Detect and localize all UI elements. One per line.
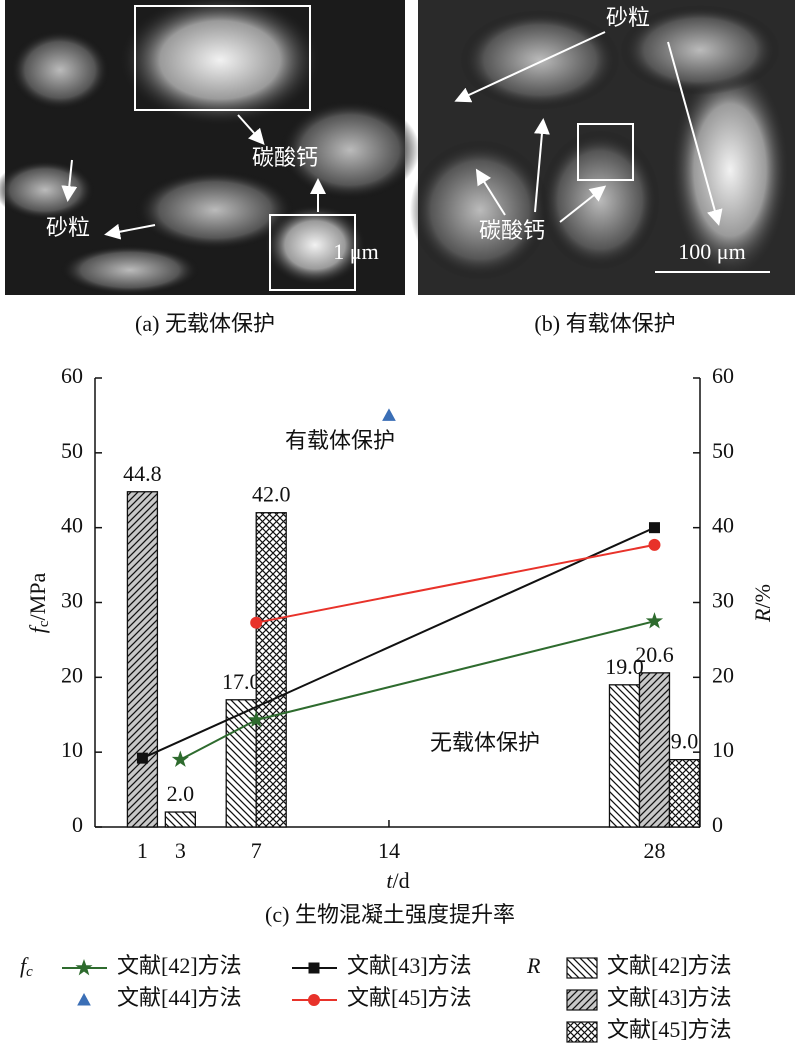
legend-swatch bbox=[566, 989, 598, 1011]
axis-symbol: t bbox=[386, 868, 393, 893]
y2-axis-label: R/% bbox=[750, 584, 775, 623]
y-tick-label: 0 bbox=[72, 812, 83, 837]
marker bbox=[247, 710, 265, 728]
bar bbox=[255, 512, 287, 828]
legend-label: 文献[45]方法 bbox=[347, 985, 472, 1010]
marker bbox=[382, 408, 396, 421]
legend-group-label: R bbox=[526, 953, 541, 978]
sem-image-b: 砂粒 碳酸钙 100 μm bbox=[410, 0, 795, 295]
legend-label: 文献[43]方法 bbox=[347, 953, 472, 978]
sem-image-a: 碳酸钙 砂粒 1 μm bbox=[0, 0, 420, 295]
bar bbox=[608, 684, 641, 828]
y2-tick-label: 40 bbox=[712, 513, 734, 538]
scale-bar-label: 100 μm bbox=[678, 239, 745, 264]
y2-tick-label: 10 bbox=[712, 737, 734, 762]
annotation: 无载体保护 bbox=[430, 730, 540, 755]
marker bbox=[171, 750, 189, 767]
image-label: 碳酸钙 bbox=[479, 218, 545, 243]
scale-bar-label: 1 μm bbox=[333, 239, 378, 264]
bar bbox=[638, 672, 671, 828]
bar bbox=[164, 811, 196, 828]
line bbox=[142, 526, 655, 760]
data-label: 9.0 bbox=[671, 729, 699, 754]
marker bbox=[77, 992, 91, 1006]
y-tick-label: 50 bbox=[61, 438, 83, 463]
y-tick-label: 40 bbox=[61, 513, 83, 538]
legend-swatch bbox=[566, 957, 598, 979]
chart-title: (c) 生物混凝土强度提升率 bbox=[265, 902, 515, 927]
x-tick-label: 1 bbox=[137, 838, 148, 863]
image-label: 砂粒 bbox=[606, 5, 650, 30]
plot: 0 10 20 30 40 50 60 0 10 20 30 40 50 60 1 3 7 14 28 44.8 2.0… bbox=[61, 363, 734, 1043]
y2-tick-label: 60 bbox=[712, 363, 734, 388]
legend-label: 文献[42]方法 bbox=[117, 953, 242, 978]
marker bbox=[648, 522, 660, 534]
marker bbox=[645, 612, 664, 629]
data-label: 19.0 bbox=[605, 654, 644, 679]
panel-caption: (b) 有载体保护 bbox=[534, 311, 675, 336]
legend-label: 文献[44]方法 bbox=[117, 985, 242, 1010]
axis-unit: /% bbox=[750, 584, 775, 608]
data-label: 2.0 bbox=[167, 781, 195, 806]
bar bbox=[668, 759, 701, 828]
y2-tick-label: 50 bbox=[712, 438, 734, 463]
y2-tick-label: 20 bbox=[712, 662, 734, 687]
legend-subscript: c bbox=[26, 964, 33, 980]
image-label: 碳酸钙 bbox=[252, 145, 318, 170]
legend-group-label: fc bbox=[20, 953, 33, 980]
x-tick-label: 14 bbox=[378, 838, 400, 863]
y2-tick-label: 30 bbox=[712, 588, 734, 613]
x-tick-label: 28 bbox=[643, 838, 665, 863]
data-label: 17.0 bbox=[222, 669, 261, 694]
y-axis-label: fc/MPa bbox=[25, 573, 52, 634]
data-label: 44.8 bbox=[123, 461, 162, 486]
data-label: 20.6 bbox=[635, 642, 674, 667]
legend-swatch bbox=[566, 1021, 598, 1043]
marker bbox=[308, 962, 320, 974]
line bbox=[256, 543, 655, 624]
marker bbox=[136, 752, 148, 764]
x-tick-label: 7 bbox=[251, 838, 262, 863]
legend-label: 文献[43]方法 bbox=[607, 985, 732, 1010]
legend-symbol: f bbox=[20, 953, 29, 978]
bar bbox=[126, 491, 159, 828]
marker bbox=[648, 538, 661, 551]
axis-symbol: R bbox=[750, 608, 775, 623]
annotation: 有载体保护 bbox=[285, 428, 395, 453]
y-tick-label: 10 bbox=[61, 737, 83, 762]
y-tick-label: 30 bbox=[61, 588, 83, 613]
marker bbox=[250, 616, 263, 629]
y-tick-label: 60 bbox=[61, 363, 83, 388]
y-tick-label: 20 bbox=[61, 662, 83, 687]
y2-tick-label: 0 bbox=[712, 812, 723, 837]
axis-symbol: f bbox=[25, 624, 50, 633]
panel-caption: (a) 无载体保护 bbox=[135, 311, 275, 336]
data-label: 42.0 bbox=[252, 482, 291, 507]
legend-label: 文献[45]方法 bbox=[607, 1017, 732, 1042]
legend-label: 文献[42]方法 bbox=[607, 953, 732, 978]
image-label: 砂粒 bbox=[46, 215, 90, 240]
x-axis-label: t/d bbox=[386, 868, 409, 893]
axis-subscript: c bbox=[36, 620, 52, 627]
axis-unit: /d bbox=[393, 868, 410, 893]
x-tick-label: 3 bbox=[175, 838, 186, 863]
marker bbox=[75, 958, 93, 976]
bar bbox=[225, 699, 257, 828]
marker bbox=[308, 994, 320, 1006]
axis-unit: /MPa bbox=[25, 573, 50, 621]
